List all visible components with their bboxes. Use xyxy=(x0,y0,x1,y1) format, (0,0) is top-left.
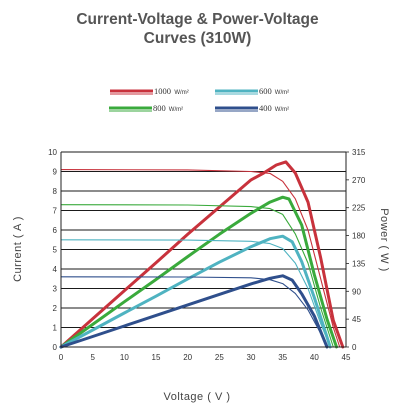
chart-title-line-2: Curves (310W) xyxy=(143,30,252,47)
legend-unit: W/m² xyxy=(275,107,289,113)
y-left-tick-label: 3 xyxy=(53,285,58,294)
iv-curve-1000 xyxy=(60,169,341,348)
x-tick-label: 5 xyxy=(90,353,95,362)
y-right-tick-label: 0 xyxy=(352,343,357,352)
x-tick-label: 30 xyxy=(247,353,256,362)
iv-curve-600 xyxy=(60,239,331,348)
y-left-tick-label: 5 xyxy=(53,246,58,255)
y-right-tick-label: 180 xyxy=(352,232,366,241)
legend-unit: W/m² xyxy=(174,90,188,96)
chart-title-line-1: Current-Voltage & Power-Voltage xyxy=(76,11,319,28)
legend-label-400: 400 xyxy=(259,103,272,113)
grid xyxy=(61,151,346,348)
legend-unit: W/m² xyxy=(169,107,183,113)
legend-unit: W/m² xyxy=(275,90,289,96)
x-tick-label: 45 xyxy=(342,353,351,362)
x-tick-label: 15 xyxy=(152,353,161,362)
iv-curve-400 xyxy=(60,276,328,348)
legend-label-1000: 1000 xyxy=(154,86,171,96)
y-right-tick-label: 45 xyxy=(352,315,361,324)
series-lines xyxy=(59,160,345,349)
pv-curve-400 xyxy=(59,274,329,349)
y-left-tick-label: 2 xyxy=(53,304,58,313)
y-right-tick-label: 225 xyxy=(352,204,366,213)
y-right-tick-label: 90 xyxy=(352,287,361,296)
x-tick-label: 40 xyxy=(310,353,319,362)
y-axis-left-title: Current ( A ) xyxy=(12,216,24,282)
y-right-tick-label: 135 xyxy=(352,259,366,268)
x-tick-label: 0 xyxy=(59,353,64,362)
y-left-tick-label: 4 xyxy=(53,265,58,274)
pv-curve-800 xyxy=(59,195,338,349)
x-tick-label: 35 xyxy=(278,353,287,362)
y-left-tick-label: 1 xyxy=(53,324,58,333)
pv-curve-1000 xyxy=(59,160,345,349)
y-left-tick-label: 10 xyxy=(48,148,57,157)
pv-curve-600 xyxy=(59,234,332,349)
y-left-tick-label: 0 xyxy=(53,343,58,352)
legend-label-600: 600 xyxy=(259,86,272,96)
x-tick-label: 10 xyxy=(120,353,129,362)
y-left-tick-label: 8 xyxy=(53,187,58,196)
x-axis-title: Voltage ( V ) xyxy=(163,391,230,403)
iv-curve-800 xyxy=(60,204,334,348)
legend-label-800: 800 xyxy=(153,103,166,113)
x-tick-label: 20 xyxy=(183,353,192,362)
y-axis-right-title: Power ( W ) xyxy=(378,208,390,272)
y-right-tick-label: 270 xyxy=(352,176,366,185)
axes xyxy=(60,151,349,348)
y-left-tick-label: 9 xyxy=(53,168,58,177)
y-right-tick-label: 315 xyxy=(352,148,366,157)
y-left-tick-label: 7 xyxy=(53,207,58,216)
x-tick-label: 25 xyxy=(215,353,224,362)
chart-title: Current-Voltage & Power-Voltage Curves (… xyxy=(0,10,395,48)
y-left-tick-label: 6 xyxy=(53,226,58,235)
